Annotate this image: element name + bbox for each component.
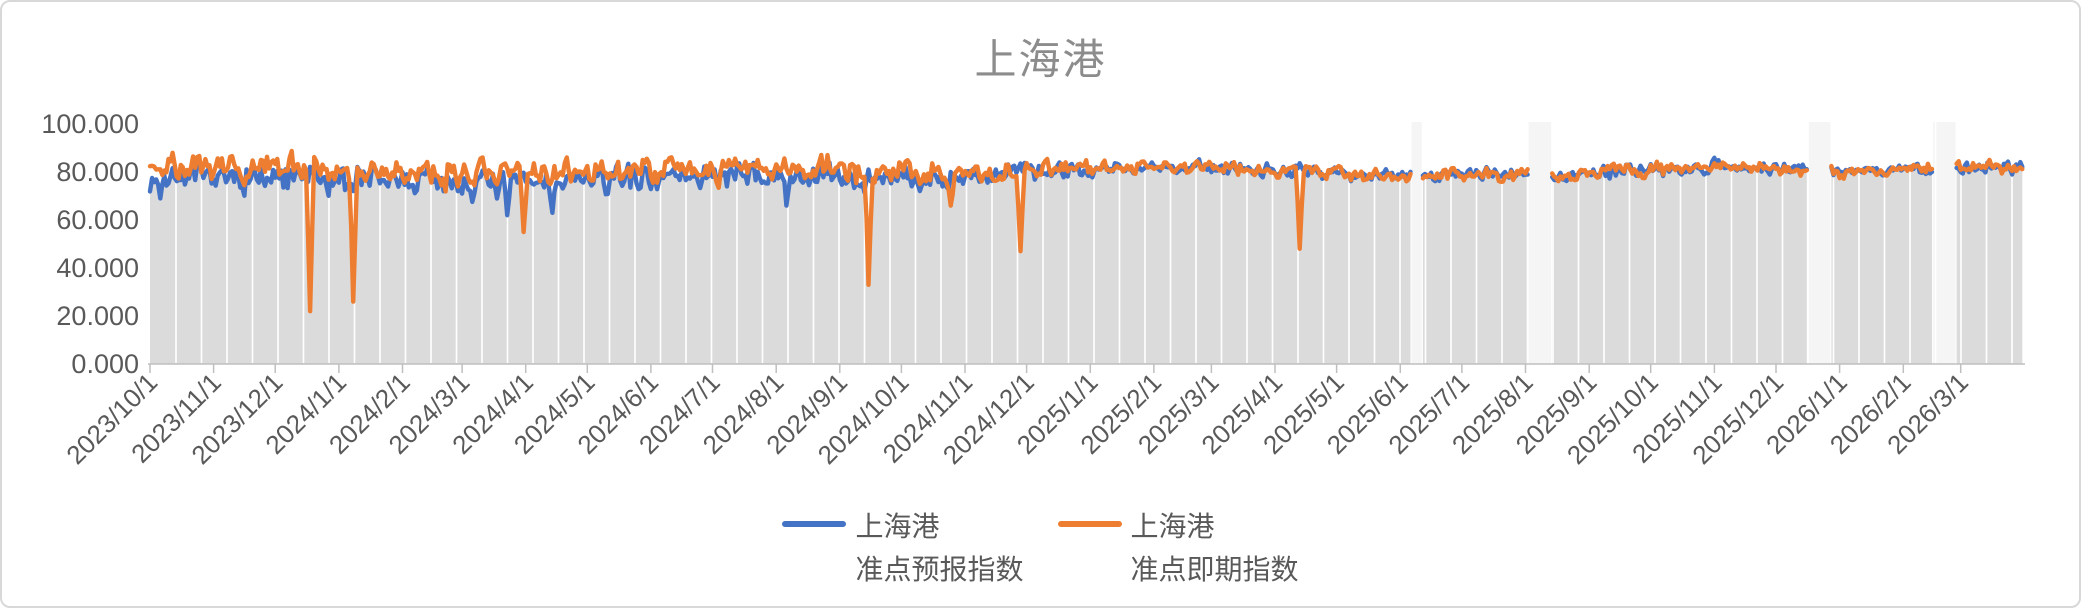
series-area xyxy=(1831,165,1932,364)
series-path xyxy=(1829,161,1935,181)
series-area xyxy=(1552,163,1807,364)
chart-title: 上海港 xyxy=(974,36,1107,83)
legend-label-line2: 准点即期指数 xyxy=(1130,554,1299,586)
legend-label-line1: 上海港 xyxy=(1130,511,1215,542)
y-tick-label: 20.000 xyxy=(56,301,139,331)
series-path xyxy=(1420,165,1530,184)
x-axis xyxy=(148,363,2025,373)
legend-line-swatch-orange xyxy=(1057,521,1122,527)
data-gap-band xyxy=(1528,122,1552,364)
series-path xyxy=(1550,159,1809,184)
legend-item-forecast-index[interactable]: 上海港 准点预报指数 xyxy=(782,505,1024,592)
series-area xyxy=(150,162,1411,364)
y-tick-label: 80.000 xyxy=(56,157,139,187)
legend-label-line2: 准点预报指数 xyxy=(855,554,1024,586)
legend-label-spot: 上海港 准点即期指数 xyxy=(1131,505,1299,592)
data-gap-band xyxy=(1411,122,1422,364)
series-area xyxy=(1956,163,2023,364)
series-path xyxy=(147,148,1413,314)
x-axis-tick-labels: 2023/10/12023/11/12023/12/12024/1/12024/… xyxy=(60,367,1974,470)
y-tick-label: 60.000 xyxy=(56,205,139,235)
area-fill xyxy=(150,162,2023,364)
legend-line-swatch-blue xyxy=(782,521,847,527)
data-gap-band xyxy=(1933,122,1956,364)
data-gap-bands xyxy=(1411,122,1956,364)
legend-item-spot-index[interactable]: 上海港 准点即期指数 xyxy=(1057,505,1299,592)
y-axis-tick-labels: 100.000 80.000 60.000 40.000 20.000 0.000 xyxy=(41,109,139,379)
y-tick-label: 100.000 xyxy=(41,109,139,139)
y-tick-label: 40.000 xyxy=(56,253,139,283)
legend-label-line1: 上海港 xyxy=(855,511,940,542)
series-line-spot xyxy=(147,148,2025,314)
legend-label-forecast: 上海港 准点预报指数 xyxy=(855,505,1023,592)
data-gap-band xyxy=(1807,122,1831,364)
series-area xyxy=(1422,168,1528,364)
series-path xyxy=(1954,157,2025,176)
legend: 上海港 准点预报指数 上海港 准点即期指数 xyxy=(2,505,2079,592)
y-tick-label: 0.000 xyxy=(71,349,139,379)
